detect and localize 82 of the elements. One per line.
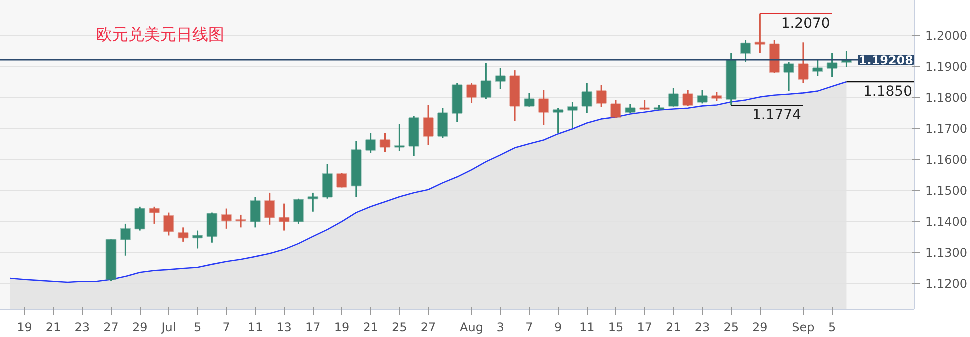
y-tick-label: 1.1700 [926,122,968,136]
x-tick-label: 5 [194,320,202,334]
x-tick-label: 17 [637,320,652,334]
candlestick [552,108,564,134]
x-tick-label: 25 [392,320,408,334]
x-tick-label: Jul [160,320,176,334]
candlestick [826,52,838,78]
x-tick-label: 29 [132,320,148,334]
candlestick [236,214,246,228]
x-tick-label: 19 [17,320,32,334]
y-tick-label: 1.1200 [926,276,968,291]
x-tick-label: 11 [580,320,595,334]
candlestick [495,68,506,90]
candlestick [610,100,622,120]
ref-line-label: 1.2070 [781,16,830,32]
candlestick [365,132,376,154]
x-tick-label: 13 [276,320,292,334]
x-tick-label: 27 [104,320,119,334]
ref-line-label: 1.1774 [752,108,802,124]
x-tick-label: 15 [608,320,624,334]
y-tick-label: 1.1600 [926,152,968,167]
y-tick-label: 1.1400 [926,214,968,229]
candlestick [336,172,348,188]
candlestick [596,84,607,108]
candlestick [567,101,578,129]
x-tick-label: 27 [420,320,436,334]
candlestick [380,132,391,153]
candlestick [192,230,204,250]
candlestick [308,192,319,213]
x-tick-label: 21 [363,320,378,334]
x-tick-label: Sep [792,320,815,334]
x-tick-label: 25 [724,320,739,334]
candlestick [423,104,434,146]
x-tick-label: 3 [496,320,504,334]
x-tick-label: 23 [74,320,90,334]
x-tick-label: 9 [554,320,562,334]
x-tick-label: 21 [46,320,62,334]
y-tick-label: 1.1300 [926,246,968,260]
candlestick [264,192,276,226]
text: 欧元兑美元日线图 [96,24,224,44]
candlestick [480,62,492,100]
candlestick [178,226,189,243]
candlestick [250,196,261,228]
candlestick [293,198,304,225]
x-tick-label: 21 [666,320,682,334]
candlestick [149,206,160,225]
candlestick [812,58,824,78]
candlestick [798,42,809,84]
y-tick-label: 1.1800 [926,91,968,106]
candlestick [221,208,232,230]
candlestick [134,206,146,232]
candlestick [754,13,766,54]
x-tick-label: 19 [334,320,350,334]
y-tick-label: 1.1500 [926,184,968,198]
candlestick [394,123,406,152]
x-tick-label: 17 [306,320,321,334]
candlestick [438,108,448,139]
x-tick-label: 5 [828,320,836,334]
x-tick-label: 23 [694,320,710,334]
x-tick-label: 11 [248,320,264,334]
candlestick [682,90,694,107]
candlestick [668,87,680,108]
candlestick [164,212,174,236]
y-tick-label: 1.1900 [926,60,968,74]
candlestick [740,40,752,64]
y-tick-label: 1.2000 [926,29,968,44]
candlestick [784,62,794,92]
candlestick [697,90,708,104]
ref-line-label: 1.19208 [858,54,914,68]
x-tick-label: 7 [526,320,534,334]
x-tick-label: Aug [460,320,484,334]
candlestick [322,163,334,200]
candlestick [582,82,593,114]
x-tick-label: 29 [752,320,768,334]
candlestick [538,90,550,126]
candlestick [466,82,478,104]
x-tick-label: 7 [222,320,230,334]
candlestick [524,92,535,108]
candlestick [206,212,218,244]
candlestick [120,223,132,257]
ref-line-label: 1.1850 [864,84,913,100]
candlestick [278,203,290,232]
